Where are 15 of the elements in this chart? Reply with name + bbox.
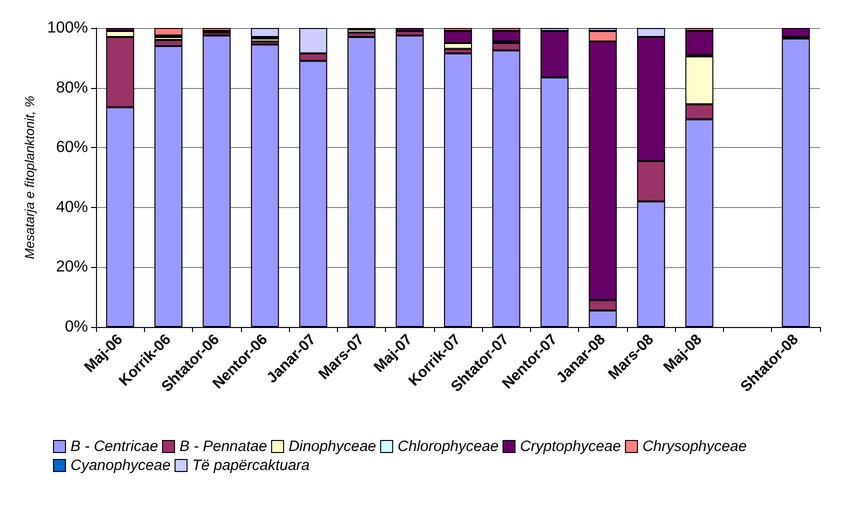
y-tick-label: 40%	[56, 198, 88, 216]
legend-label: Dinophyceae	[288, 438, 376, 455]
y-tick-label: 20%	[56, 258, 88, 276]
y-tick-label: 100%	[47, 20, 88, 36]
y-axis-title: Mesatarja e fitoplanktonit, %	[22, 96, 38, 260]
y-tick-label: 60%	[56, 139, 88, 156]
legend-label: Chrysophyceae	[642, 438, 747, 455]
legend-label: Chlorophyceae	[398, 438, 499, 455]
legend-label: Të papërcaktuara	[192, 457, 310, 474]
legend-label: Cyanophyceae	[70, 457, 171, 474]
legend-label: B - Centricae	[70, 438, 158, 455]
y-tick-label: 80%	[56, 79, 88, 96]
legend-label: Cryptophyceae	[520, 438, 621, 455]
y-tick-label: 0%	[64, 318, 88, 336]
legend-label: B - Pennatae	[180, 438, 268, 455]
